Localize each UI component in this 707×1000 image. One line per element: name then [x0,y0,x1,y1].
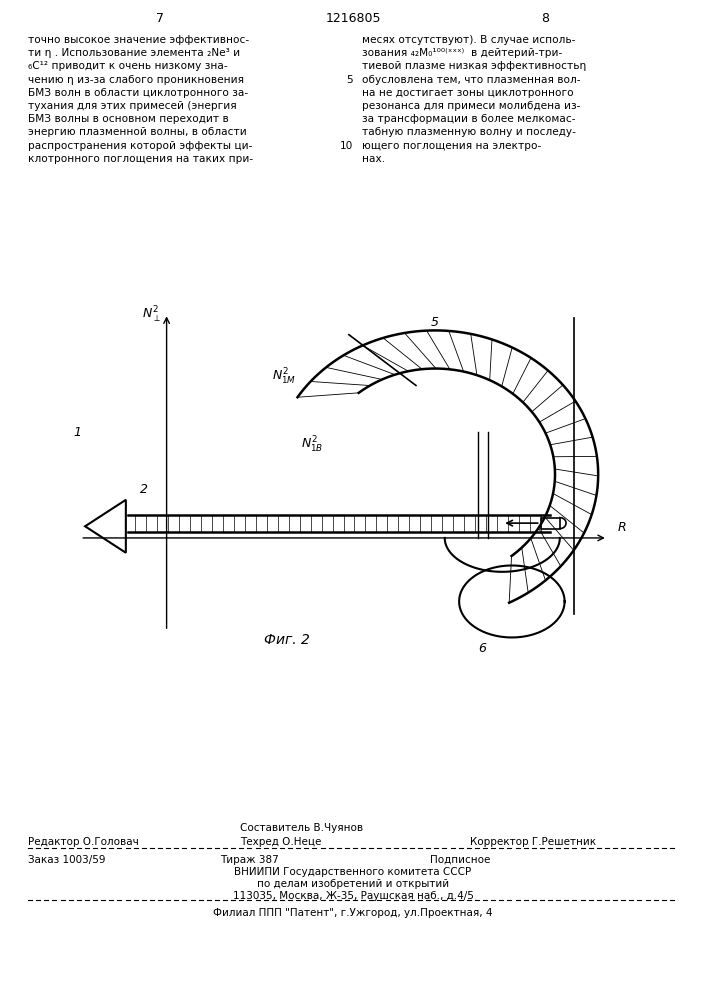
Text: Редактор О.Головач: Редактор О.Головач [28,837,139,847]
Text: тухания для этих примесей (энергия: тухания для этих примесей (энергия [28,101,237,111]
Text: обусловлена тем, что плазменная вол-: обусловлена тем, что плазменная вол- [362,75,580,85]
Text: 5: 5 [346,75,353,85]
Text: ВНИИПИ Государственного комитета СССР: ВНИИПИ Государственного комитета СССР [235,867,472,877]
Text: ₆C¹² приводит к очень низкому зна-: ₆C¹² приводит к очень низкому зна- [28,61,228,71]
Text: 10: 10 [339,141,353,151]
Text: 5: 5 [431,316,438,329]
Text: резонанса для примеси молибдена из-: резонанса для примеси молибдена из- [362,101,580,111]
Text: Заказ 1003/59: Заказ 1003/59 [28,855,105,865]
Text: $N^{2}_{1M}$: $N^{2}_{1M}$ [272,367,296,387]
Text: Корректор Г.Решетник: Корректор Г.Решетник [470,837,596,847]
Text: Техред О.Неце: Техред О.Неце [240,837,322,847]
Text: табную плазменную волну и последу-: табную плазменную волну и последу- [362,127,576,137]
Text: Подписное: Подписное [430,855,491,865]
Polygon shape [85,500,126,553]
Text: Филиал ППП "Патент", г.Ужгород, ул.Проектная, 4: Филиал ППП "Патент", г.Ужгород, ул.Проек… [214,908,493,918]
Text: чению η из-за слабого проникновения: чению η из-за слабого проникновения [28,75,244,85]
Text: Фиг. 2: Фиг. 2 [264,633,310,647]
Text: 2: 2 [140,483,148,496]
Text: по делам изобретений и открытий: по делам изобретений и открытий [257,879,449,889]
Text: 7: 7 [156,12,164,25]
Text: на не достигает зоны циклотронного: на не достигает зоны циклотронного [362,88,573,98]
Text: Тираж 387: Тираж 387 [220,855,279,865]
Text: 6: 6 [479,642,486,655]
Text: 1: 1 [73,426,81,439]
Text: точно высокое значение эффективнос-: точно высокое значение эффективнос- [28,35,249,45]
Text: Составитель В.Чуянов: Составитель В.Чуянов [240,823,363,833]
Text: ющего поглощения на электро-: ющего поглощения на электро- [362,141,542,151]
Text: $N_{\perp}^{2}$: $N_{\perp}^{2}$ [142,305,161,325]
Text: зования ₄₂M₀¹⁰⁰⁽ˣˣˣ⁾  в дейтерий-три-: зования ₄₂M₀¹⁰⁰⁽ˣˣˣ⁾ в дейтерий-три- [362,48,562,58]
Text: 8: 8 [541,12,549,25]
Text: 113035, Москва, Ж-35, Раушская наб., д.4/5: 113035, Москва, Ж-35, Раушская наб., д.4… [233,891,474,901]
Text: месях отсутствуют). В случае исполь-: месях отсутствуют). В случае исполь- [362,35,575,45]
Text: нах.: нах. [362,154,385,164]
Polygon shape [541,518,560,529]
Text: клотронного поглощения на таких при-: клотронного поглощения на таких при- [28,154,253,164]
Text: $R$: $R$ [617,521,627,534]
Text: энергию плазменной волны, в области: энергию плазменной волны, в области [28,127,247,137]
Text: тиевой плазме низкая эффективностьη: тиевой плазме низкая эффективностьη [362,61,586,71]
Text: за трансформации в более мелкомас-: за трансформации в более мелкомас- [362,114,575,124]
Text: 1216805: 1216805 [325,12,381,25]
Text: распространения которой эффекты ци-: распространения которой эффекты ци- [28,141,252,151]
Text: $N^{2}_{1B}$: $N^{2}_{1B}$ [301,435,323,455]
Text: БМЗ волны в основном переходит в: БМЗ волны в основном переходит в [28,114,229,124]
Text: БМЗ волн в области циклотронного за-: БМЗ волн в области циклотронного за- [28,88,248,98]
Text: ти η . Использование элемента ₂Ne³ и: ти η . Использование элемента ₂Ne³ и [28,48,240,58]
